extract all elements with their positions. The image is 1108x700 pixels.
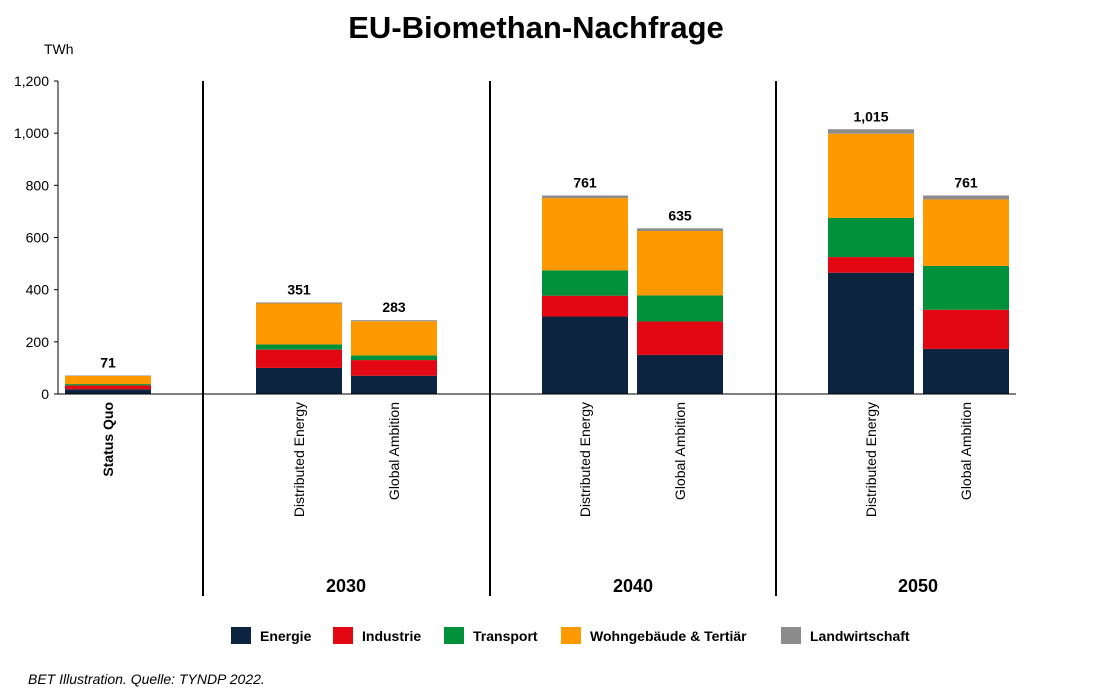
group-label: 2030: [326, 576, 366, 596]
bar-segment: [351, 320, 437, 322]
bar-segment: [542, 195, 628, 199]
bar-segment: [828, 129, 914, 134]
y-tick-label: 0: [41, 386, 49, 402]
legend-swatch: [444, 627, 464, 644]
bar-segment: [637, 295, 723, 322]
category-label: Global Ambition: [672, 402, 688, 500]
bar-segment: [65, 384, 151, 386]
bars: 71 351 283 761 635 1,015 761: [65, 108, 1009, 394]
total-label: 351: [287, 281, 311, 297]
legend-label: Transport: [473, 628, 538, 644]
bar-segment: [923, 265, 1009, 310]
bar-segment: [923, 348, 1009, 394]
category-label: Global Ambition: [386, 402, 402, 500]
total-label: 761: [573, 175, 597, 191]
chart-title: EU-Biomethan-Nachfrage: [348, 10, 724, 45]
bar-segment: [828, 133, 914, 218]
y-tick-label: 1,200: [14, 73, 49, 89]
legend-label: Energie: [260, 628, 312, 644]
bar-segment: [542, 295, 628, 317]
legend-swatch: [333, 627, 353, 644]
total-label: 761: [954, 175, 978, 191]
total-label: 283: [382, 299, 406, 315]
bar-segment: [256, 303, 342, 345]
source-note: BET Illustration. Quelle: TYNDP 2022.: [28, 671, 265, 687]
bar-segment: [828, 217, 914, 258]
y-tick-label: 400: [26, 282, 50, 298]
bar-segment: [828, 257, 914, 273]
y-tick-label: 600: [26, 230, 50, 246]
total-label: 1,015: [853, 108, 888, 124]
y-axis: 0 200 400 600 800 1,000 1,200: [14, 73, 59, 402]
group-label: 2050: [898, 576, 938, 596]
bar-segment: [256, 349, 342, 368]
y-tick-label: 1,000: [14, 125, 49, 141]
bar-segment: [65, 376, 151, 385]
bar-segment: [828, 272, 914, 394]
legend-label: Wohngebäude & Tertiär: [590, 628, 747, 644]
total-label: 71: [100, 354, 116, 370]
total-label: 635: [668, 207, 692, 223]
bar-segment: [351, 355, 437, 361]
legend-swatch: [781, 627, 801, 644]
bar-segment: [65, 385, 151, 390]
legend: Energie Industrie Transport Wohngebäude & T…: [231, 627, 910, 644]
bar-segment: [637, 230, 723, 296]
bar-segment: [923, 309, 1009, 349]
bar-segment: [542, 198, 628, 271]
legend-item: Wohngebäude & Tertiär: [561, 627, 747, 644]
category-label: Distributed Energy: [577, 402, 593, 517]
legend-item: Industrie: [333, 627, 421, 644]
category-label: Distributed Energy: [291, 402, 307, 517]
legend-label: Landwirtschaft: [810, 628, 910, 644]
category-label: Status Quo: [100, 402, 116, 477]
y-tick-label: 200: [26, 334, 50, 350]
bar-segment: [542, 270, 628, 296]
y-tick-label: 800: [26, 177, 50, 193]
legend-swatch: [561, 627, 581, 644]
bar-segment: [637, 228, 723, 231]
legend-swatch: [231, 627, 251, 644]
bar-segment: [256, 302, 342, 304]
bar-segment: [256, 344, 342, 350]
bar-segment: [256, 367, 342, 394]
bar-segment: [351, 375, 437, 394]
bar-segment: [542, 316, 628, 394]
legend-label: Industrie: [362, 628, 421, 644]
bar-segment: [351, 360, 437, 376]
bar-segment: [351, 321, 437, 356]
y-axis-unit: TWh: [44, 41, 74, 57]
bar-segment: [923, 199, 1009, 266]
bar-segment: [65, 389, 151, 394]
legend-item: Energie: [231, 627, 312, 644]
group-label: 2040: [613, 576, 653, 596]
category-label: Global Ambition: [958, 402, 974, 500]
legend-item: Landwirtschaft: [781, 627, 910, 644]
bar-segment: [637, 354, 723, 394]
category-label: Distributed Energy: [863, 402, 879, 517]
x-axis: Status Quo Distributed Energy Global Ambit…: [58, 81, 1016, 596]
bar-segment: [923, 195, 1009, 200]
bar-segment: [637, 321, 723, 355]
legend-item: Transport: [444, 627, 538, 644]
bar-segment: [65, 375, 151, 377]
